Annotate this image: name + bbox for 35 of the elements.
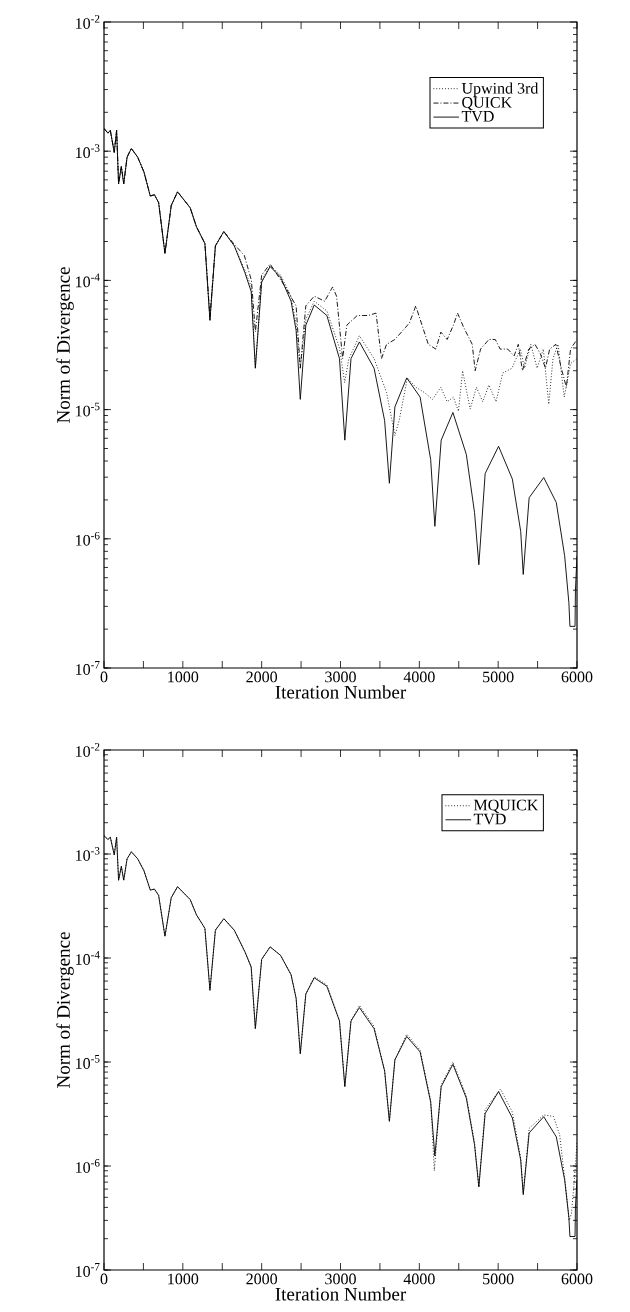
x-tick-label: 1000 xyxy=(168,671,199,683)
y-tick-label: 10$^{-4}$ xyxy=(76,951,100,965)
x-tick-label: 2000 xyxy=(246,1273,278,1285)
x-tick-label: 5000 xyxy=(483,1273,514,1285)
y-tick-label: 10$^{-7}$ xyxy=(76,661,100,675)
y-tick-label: 10$^{-7}$ xyxy=(76,1263,100,1277)
x-tick-label: 3000 xyxy=(325,1273,356,1285)
y-tick-label: 10$^{-6}$ xyxy=(76,1159,100,1173)
legend-label: MQUICK xyxy=(473,799,539,813)
x-tick-label: 0 xyxy=(100,671,108,683)
x-tick-label: 5000 xyxy=(483,671,514,683)
x-tick-label: 1000 xyxy=(168,1273,199,1285)
y-tick-label: 10$^{-3}$ xyxy=(76,847,100,861)
x-tick-label: 3000 xyxy=(325,671,356,683)
y-tick-label: 10$^{-2}$ xyxy=(76,743,100,757)
x-tick-label: 6000 xyxy=(561,1273,593,1285)
x-tick-label: 6000 xyxy=(561,671,593,683)
x-tick-label: 4000 xyxy=(403,671,435,683)
x-axis-title: Iteration Number xyxy=(275,685,407,699)
y-tick-label: 10$^{-3}$ xyxy=(76,144,100,159)
legend-label: Upwind 3rd xyxy=(461,82,539,97)
y-tick-label: 10$^{-5}$ xyxy=(76,1055,100,1069)
legend-label: TVD xyxy=(473,813,506,825)
y-tick-label: 10$^{-6}$ xyxy=(76,531,100,546)
y-axis-title: Norm of Divergence xyxy=(56,932,74,1088)
x-tick-label: 4000 xyxy=(403,1273,435,1285)
y-axis-title: Norm of Divergence xyxy=(56,267,74,423)
x-tick-label: 2000 xyxy=(246,671,278,683)
x-tick-label: 0 xyxy=(100,1273,108,1285)
y-tick-label: 10$^{-5}$ xyxy=(76,402,100,417)
legend-label: QUICK xyxy=(462,97,512,111)
x-axis-title: Iteration Number xyxy=(275,1287,407,1301)
y-tick-label: 10$^{-2}$ xyxy=(76,15,100,29)
legend-label: TVD xyxy=(461,111,494,122)
y-tick-label: 10$^{-4}$ xyxy=(76,273,100,288)
